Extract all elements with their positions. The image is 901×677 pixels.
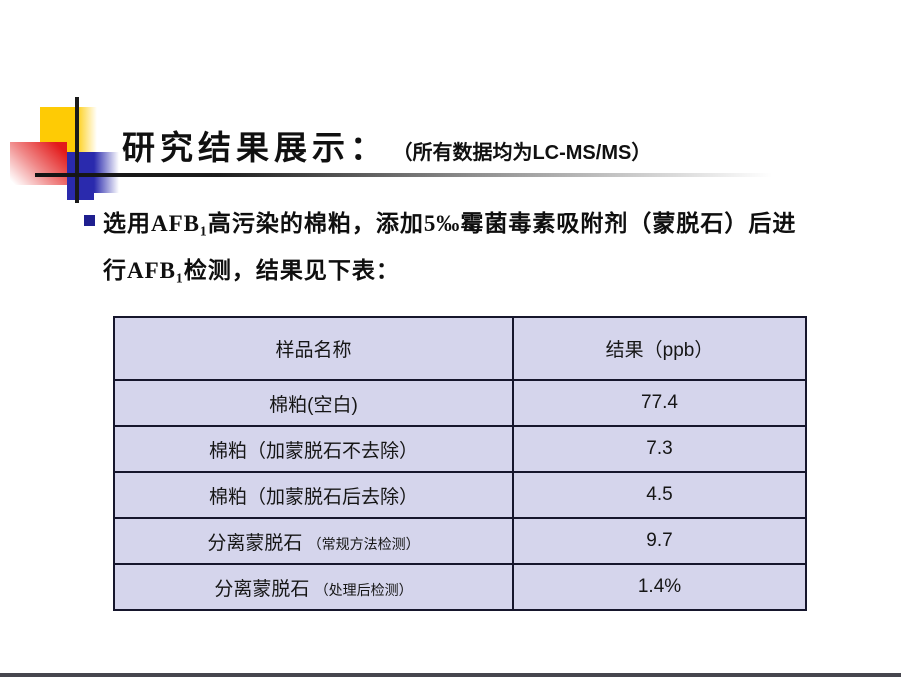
table-row: 分离蒙脱石 （处理后检测） 1.4%: [113, 563, 807, 611]
results-table: 样品名称 结果（ppb） 棉粕(空白) 77.4 棉粕（加蒙脱石不去除） 7.3…: [113, 316, 807, 611]
bullet-line-2: 行AFB₁检测，结果见下表：: [103, 258, 400, 283]
bullet-line-1: 选用AFB₁高污染的棉粕，添加5‰霉菌毒素吸附剂（蒙脱石）后进: [103, 211, 797, 236]
decoration-vertical-line: [75, 97, 79, 203]
sample-note: （常规方法检测）: [307, 535, 420, 552]
title-text: 研究结果展示：: [122, 131, 388, 167]
table-row: 分离蒙脱石 （常规方法检测） 9.7: [113, 517, 807, 565]
decoration-red-square: [10, 142, 67, 185]
title-underline: [35, 173, 795, 177]
result-value: 9.7: [512, 517, 807, 565]
sample-name: 分离蒙脱石: [207, 532, 303, 554]
sample-note: （处理后检测）: [314, 581, 413, 598]
result-value: 1.4%: [512, 563, 807, 611]
sample-name: 棉粕（加蒙脱石不去除）: [208, 440, 418, 462]
subtitle-method: LC-MS/MS: [532, 142, 632, 164]
sample-name: 棉粕(空白): [269, 394, 358, 416]
sample-name: 分离蒙脱石: [214, 578, 310, 600]
sample-name-cell: 棉粕（加蒙脱石不去除）: [113, 425, 514, 473]
subtitle-prefix: （所有数据均为: [392, 142, 533, 164]
result-value: 77.4: [512, 379, 807, 427]
table-row: 棉粕（加蒙脱石不去除） 7.3: [113, 425, 807, 473]
page-title: 研究结果展示： （所有数据均为LC-MS/MS）: [122, 121, 651, 169]
sample-name-cell: 棉粕（加蒙脱石后去除）: [113, 471, 514, 519]
result-value: 4.5: [512, 471, 807, 519]
sample-name: 棉粕（加蒙脱石后去除）: [208, 486, 418, 508]
bullet-marker: [84, 215, 95, 226]
sample-name-cell: 棉粕(空白): [113, 379, 514, 427]
bullet-paragraph: 选用AFB₁高污染的棉粕，添加5‰霉菌毒素吸附剂（蒙脱石）后进 行AFB₁检测，…: [103, 200, 873, 294]
bottom-bar: [0, 673, 901, 677]
subtitle-suffix: ）: [631, 142, 652, 164]
table-row: 棉粕（加蒙脱石后去除） 4.5: [113, 471, 807, 519]
results-table-body: 棉粕(空白) 77.4 棉粕（加蒙脱石不去除） 7.3 棉粕（加蒙脱石后去除） …: [113, 379, 807, 611]
column-header-sample-name: 样品名称: [113, 316, 514, 381]
sample-name-cell: 分离蒙脱石 （常规方法检测）: [113, 517, 514, 565]
result-value: 7.3: [512, 425, 807, 473]
table-header-row: 样品名称 结果（ppb）: [113, 316, 807, 381]
sample-name-cell: 分离蒙脱石 （处理后检测）: [113, 563, 514, 611]
decoration-blue-square-small: [67, 178, 94, 200]
title-subtitle: （所有数据均为LC-MS/MS）: [392, 142, 651, 164]
column-header-result: 结果（ppb）: [512, 316, 807, 381]
table-row: 棉粕(空白) 77.4: [113, 379, 807, 427]
